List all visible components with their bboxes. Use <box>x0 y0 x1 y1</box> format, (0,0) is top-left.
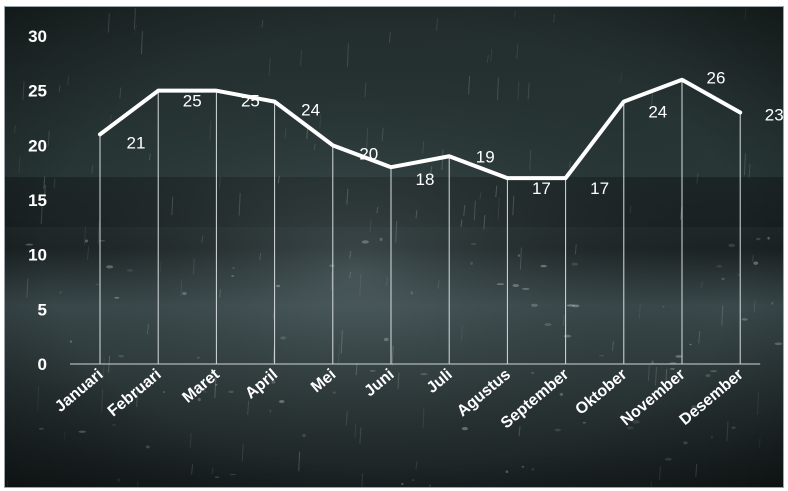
data-label: 24 <box>301 101 320 120</box>
y-tick-label: 15 <box>28 191 47 210</box>
data-label: 21 <box>127 133 146 152</box>
data-label: 23 <box>765 106 784 125</box>
y-axis: 0 5 10 15 20 25 30 <box>28 27 47 374</box>
data-labels: 21 25 25 24 20 18 19 17 17 24 26 23 <box>127 69 784 198</box>
background-photo <box>5 7 783 487</box>
data-label: 25 <box>183 92 202 111</box>
chart-frame: 0 5 10 15 20 25 30 21 25 25 24 20 18 19 17 17 24 26 23 Ja… <box>4 6 784 488</box>
data-label: 17 <box>532 179 551 198</box>
y-tick-label: 5 <box>38 300 47 319</box>
series-line <box>98 77 743 181</box>
data-label: 20 <box>359 144 378 163</box>
data-label: 19 <box>476 147 495 166</box>
data-label: 18 <box>416 170 435 189</box>
data-label: 26 <box>707 69 726 88</box>
y-tick-label: 30 <box>28 27 47 46</box>
y-tick-label: 20 <box>28 136 47 155</box>
data-label: 25 <box>241 92 260 111</box>
y-tick-label: 10 <box>28 246 47 265</box>
drop-lines <box>99 79 741 364</box>
y-tick-label: 25 <box>28 82 47 101</box>
data-label: 17 <box>590 179 609 198</box>
y-tick-label: 0 <box>38 355 47 374</box>
data-label: 24 <box>648 103 667 122</box>
